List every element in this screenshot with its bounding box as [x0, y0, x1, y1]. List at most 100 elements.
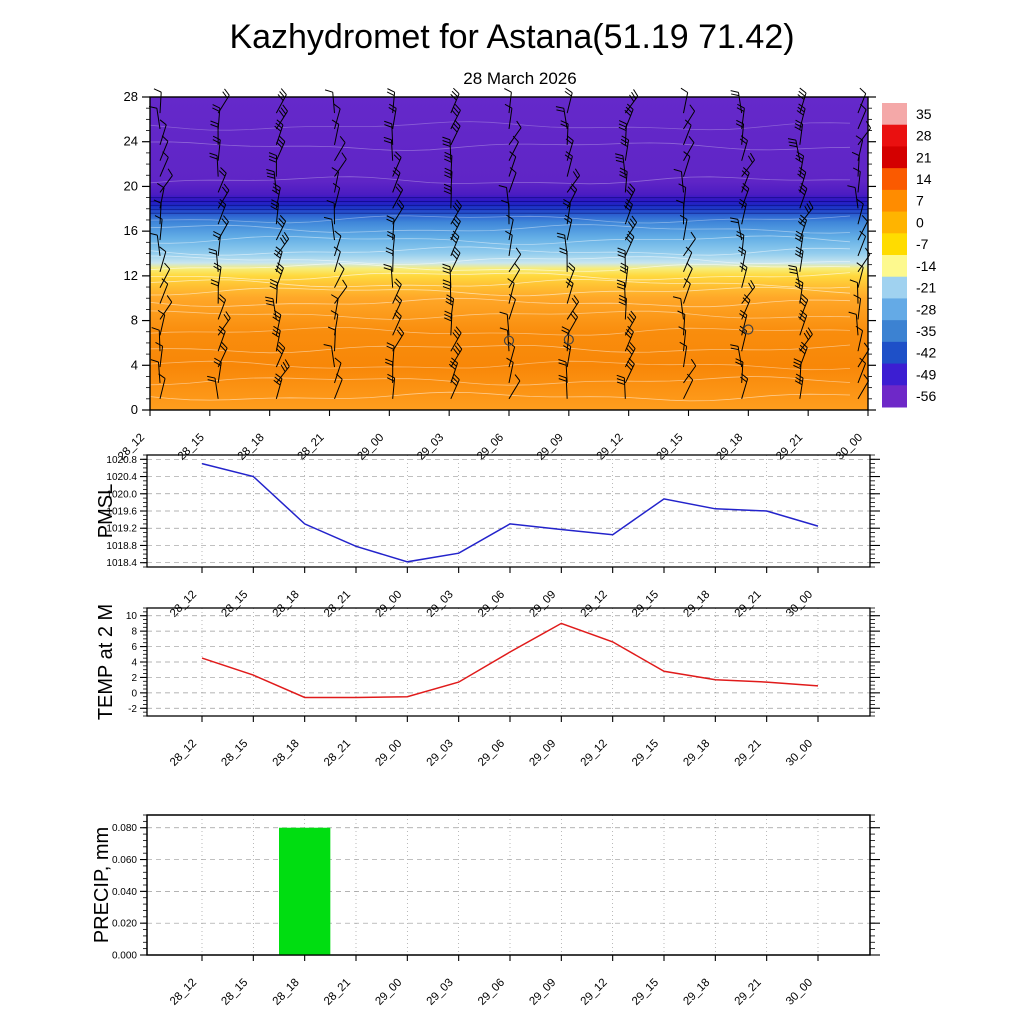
colorbar-label: 28 — [916, 128, 932, 144]
time-label: 29_21 — [774, 432, 805, 463]
pmsl-line — [201, 462, 819, 563]
y-tick-label: 0.000 — [112, 951, 137, 962]
colorbar-segment — [882, 168, 907, 191]
time-label: 29_06 — [476, 977, 507, 1008]
time-label: 29_21 — [733, 738, 764, 769]
time-label: 29_00 — [373, 977, 404, 1008]
time-label: 29_09 — [527, 977, 558, 1008]
time-label: 29_18 — [681, 589, 712, 620]
contour-line — [149, 246, 851, 256]
contour-line — [149, 176, 851, 185]
y-tick-label: 0.020 — [112, 919, 137, 930]
colorbar-label: -49 — [916, 366, 936, 382]
colorbar-segment — [882, 103, 907, 126]
y-tick-label: 8 — [131, 627, 137, 638]
temperature-colorbar: 35 28 21 14 7 0 -7 -14 -21 -28 -35 -42 -49 -56 — [882, 103, 936, 408]
temp-axis-title: TEMP at 2 M — [95, 604, 117, 720]
time-label: 30_00 — [784, 977, 815, 1008]
colorbar-label: -35 — [916, 323, 936, 339]
time-label: 28_15 — [176, 432, 207, 463]
colorbar-label: -14 — [916, 258, 936, 274]
date-subtitle: 28 March 2026 — [463, 69, 576, 88]
pmsl-panel: 1020.8 1020.4 1020.0 1019.6 1019.2 1018.8 1018… — [106, 454, 880, 620]
contour-line — [149, 297, 851, 308]
y-tick-label: 0 — [131, 402, 138, 417]
time-label: 30_00 — [784, 589, 815, 620]
contour-line — [149, 121, 851, 131]
time-label: 28_15 — [219, 589, 250, 620]
time-label: 29_18 — [681, 738, 712, 769]
colorbar-segment — [882, 189, 907, 213]
time-label: 29_03 — [425, 977, 456, 1008]
time-label: 29_09 — [527, 738, 558, 769]
y-tick-label: 1018.8 — [106, 541, 137, 552]
time-label: 29_12 — [579, 977, 610, 1008]
y-tick-label: -2 — [128, 704, 137, 715]
time-label: 28_21 — [296, 432, 327, 463]
time-label: 28_21 — [322, 977, 353, 1008]
colorbar-segment — [882, 211, 907, 234]
y-tick-label: 1018.4 — [106, 558, 137, 569]
time-label: 29_18 — [714, 432, 745, 463]
colorbar-label: 0 — [916, 214, 924, 230]
time-label: 29_06 — [476, 738, 507, 769]
time-label: 29_12 — [579, 738, 610, 769]
time-label: 29_06 — [475, 432, 506, 463]
y-tick-label: 2 — [131, 673, 137, 684]
contour-line — [149, 141, 851, 151]
panel-border — [146, 454, 871, 568]
y-tick-label: 20 — [124, 178, 138, 193]
y-tick-label: 1020.0 — [106, 489, 137, 500]
time-label: 29_03 — [425, 589, 456, 620]
colorbar-label: 14 — [916, 171, 932, 187]
page-title: Kazhydromet for Astana(51.19 71.42) — [229, 18, 794, 56]
colorbar-segment — [882, 363, 907, 386]
y-tick-label: 6 — [131, 642, 137, 653]
colorbar-label: -28 — [916, 301, 936, 317]
time-label: 28_21 — [322, 589, 353, 620]
colorbar-label: 35 — [916, 106, 932, 122]
contour-line — [149, 391, 851, 402]
precip-axis-title: PRECIP, mm — [91, 827, 113, 943]
temp2m-panel: 10 8 6 4 2 0 -2 28_12 28_15 28_18 28_21 29_00 29_03 2… — [126, 607, 880, 769]
contour-line — [149, 286, 851, 297]
panel-border — [149, 96, 869, 411]
colorbar-segment — [882, 233, 907, 256]
y-tick-label: 0.080 — [112, 823, 137, 834]
time-label: 29_12 — [595, 432, 626, 463]
colorbar-segment — [882, 385, 907, 408]
time-label: 29_12 — [579, 589, 610, 620]
y-tick-label: 0.040 — [112, 887, 137, 898]
time-label: 28_12 — [168, 589, 199, 620]
y-tick-label: 0 — [131, 688, 137, 699]
time-label: 29_06 — [476, 589, 507, 620]
colorbar-label: -42 — [916, 345, 936, 361]
time-label: 28_18 — [271, 589, 302, 620]
time-label: 28_18 — [236, 432, 267, 463]
colorbar-label: -21 — [916, 280, 936, 296]
y-tick-label: 10 — [126, 611, 138, 622]
colorbar-label: 21 — [916, 149, 932, 165]
contour-line — [149, 255, 850, 265]
contour-line — [149, 326, 851, 336]
time-label: 30_00 — [834, 432, 865, 463]
y-tick-label: 16 — [124, 223, 138, 238]
contour-line — [149, 263, 851, 272]
time-label: 28_15 — [219, 738, 250, 769]
time-label: 30_00 — [784, 738, 815, 769]
wind-barbs — [148, 87, 871, 400]
station-marker — [563, 334, 574, 345]
contour-line — [149, 310, 851, 320]
time-label: 29_15 — [655, 432, 686, 463]
colorbar-label: -56 — [916, 388, 936, 404]
time-label: 28_18 — [271, 738, 302, 769]
y-tick-label: 4 — [131, 658, 137, 669]
colorbar-label: -7 — [916, 236, 929, 252]
colorbar-label: 7 — [916, 193, 924, 209]
time-label: 29_03 — [425, 738, 456, 769]
time-label: 29_15 — [630, 977, 661, 1008]
contour-line — [149, 235, 851, 245]
colorbar-segment — [882, 146, 907, 169]
y-tick-label: 12 — [124, 268, 138, 283]
